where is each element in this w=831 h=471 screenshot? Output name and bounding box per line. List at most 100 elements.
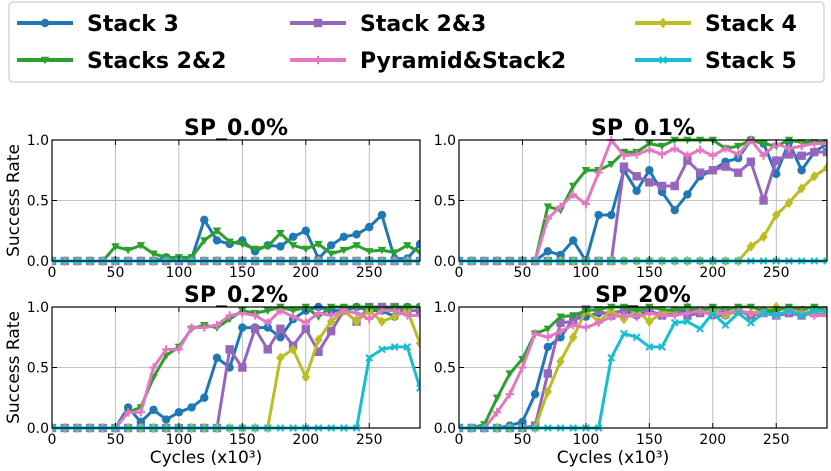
x-tick-label: 150 [636,265,663,281]
data-point-stacks-2-2 [339,246,349,255]
data-point-stacks-2-2 [263,243,272,251]
legend-label-pyramid-stack2: Pyramid&Stack2 [360,49,566,74]
data-point-stack-5 [632,333,641,342]
panel-sp-0-2: 0 50 100 150 200 250 0.0 0.5 1.0 SP_0.2% Success R… [4,283,421,468]
data-point-stack-4 [301,371,310,383]
data-point-stack-4 [415,338,420,349]
data-point-stacks-2-2 [415,249,420,257]
x-tick-label: 0 [48,432,57,448]
data-point-stacks-2-2 [250,245,260,254]
data-point-stack-3 [569,236,578,245]
data-point-stack-3 [797,166,806,175]
x-tick-label: 50 [107,432,125,448]
x-tick-label: 50 [514,432,532,448]
data-point-stack-3 [530,389,540,399]
data-point-pyramid-stack2 [415,311,420,320]
data-point-stack-3 [607,210,616,220]
data-point-pyramid-stack2 [543,214,553,223]
data-point-stack-4 [543,386,553,397]
data-point-stack-5 [810,306,819,315]
data-point-stack-2-3 [225,345,234,354]
data-point-pyramid-stack2 [492,408,502,417]
panels: 0 50 100 150 200 250 0.0 0.5 1.0 SP_0.0% Success R… [4,116,828,468]
data-point-stack-2-3 [708,166,717,175]
data-point-pyramid-stack2 [149,363,158,372]
x-tick-label: 100 [166,265,193,281]
data-point-stack-4 [352,316,361,327]
data-point-pyramid-stack2 [594,168,603,177]
data-point-stack-2-3 [797,151,806,160]
data-point-pyramid-stack2 [733,150,743,159]
data-point-stacks-2-2 [288,242,298,250]
data-point-stack-4 [746,241,756,252]
data-point-pyramid-stack2 [569,190,578,199]
y-tick-label: 0.0 [434,421,456,437]
data-point-stacks-2-2 [657,142,667,151]
data-point-stack-4 [390,311,399,322]
x-tick-label: 200 [292,265,319,281]
data-point-pyramid-stack2 [377,306,387,315]
data-point-pyramid-stack2 [314,308,323,318]
data-point-stack-4 [288,344,298,355]
data-point-stack-5 [823,257,827,265]
data-point-stack-3 [645,166,654,175]
data-point-pyramid-stack2 [619,151,629,160]
data-point-pyramid-stack2 [632,312,641,321]
data-point-stack-3 [301,226,310,235]
y-tick-label: 1.0 [27,133,49,149]
panel-sp-20: 0 50 100 150 200 250 0.0 0.5 1.0 SP_20% Cycles (x1… [434,283,828,468]
data-point-stacks-2-2 [733,142,743,151]
x-axis-label: Cycles (x10³) [557,448,670,468]
data-point-stack-4 [276,352,285,364]
data-point-pyramid-stack2 [276,306,285,315]
data-point-stacks-2-2 [377,246,387,255]
data-point-stacks-2-2 [581,167,591,175]
y-tick-label: 0.0 [27,254,49,270]
data-point-pyramid-stack2 [174,345,184,354]
data-point-stack-4 [784,197,794,209]
data-point-pyramid-stack2 [708,151,717,160]
legend-label-stack-5: Stack 5 [705,49,797,74]
x-tick-label: 100 [166,432,193,448]
data-point-pyramid-stack2 [569,320,578,330]
data-point-stacks-2-2 [657,306,667,314]
data-point-stacks-2-2 [276,229,285,238]
data-point-stack-3 [352,230,361,239]
series-line-stacks-2-2 [52,229,420,263]
data-point-stack-4 [314,334,323,345]
panel-title: SP_0.2% [184,283,288,308]
data-point-stack-4 [326,316,336,327]
data-point-stack-3 [288,232,298,241]
data-point-stack-3 [683,190,692,199]
data-point-stack-4 [377,316,387,327]
legend-marker-stack-5 [659,56,667,64]
data-point-stack-5 [403,343,412,351]
data-point-stack-2-3 [657,181,667,191]
data-point-stack-2-3 [733,168,743,177]
series-line-stack-4 [52,309,420,430]
data-point-pyramid-stack2 [683,308,692,318]
data-point-pyramid-stack2 [301,318,310,327]
data-point-stack-2-3 [250,324,260,333]
data-point-stack-5 [785,306,793,315]
data-point-stack-2-3 [415,306,420,315]
data-point-stacks-2-2 [238,240,247,249]
data-point-stack-2-3 [810,147,819,157]
legend-marker-pyramid-stack2 [313,55,323,65]
data-point-stack-2-3 [822,147,827,157]
data-point-pyramid-stack2 [822,139,827,148]
data-point-pyramid-stack2 [225,311,234,320]
x-tick-label: 0 [455,265,464,281]
data-point-stack-3 [162,415,171,424]
data-point-pyramid-stack2 [263,318,272,327]
data-point-pyramid-stack2 [810,311,819,320]
data-point-pyramid-stack2 [200,323,209,332]
data-point-stack-4 [759,231,768,242]
data-point-stacks-2-2 [632,307,641,315]
data-point-pyramid-stack2 [162,345,171,354]
data-point-stack-2-3 [759,196,768,205]
data-point-pyramid-stack2 [822,311,827,320]
data-point-stack-2-3 [326,327,336,336]
y-tick-label: 0.5 [434,361,456,377]
data-point-stacks-2-2 [543,203,553,211]
